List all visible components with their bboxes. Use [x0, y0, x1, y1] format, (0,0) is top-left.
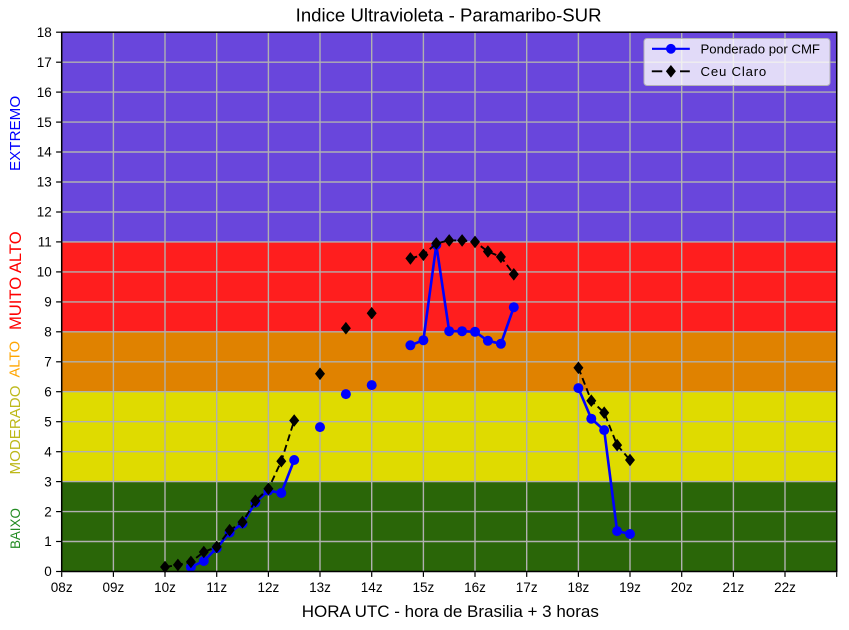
svg-text:BAIXO: BAIXO: [8, 508, 23, 549]
svg-text:9: 9: [44, 295, 52, 310]
svg-text:7: 7: [44, 355, 52, 370]
svg-text:6: 6: [44, 384, 52, 399]
svg-text:15z: 15z: [413, 580, 435, 595]
svg-text:0: 0: [44, 564, 52, 579]
svg-text:4: 4: [44, 444, 52, 459]
svg-text:11z: 11z: [206, 580, 227, 595]
svg-text:19z: 19z: [619, 580, 641, 595]
svg-text:Indice Ultravioleta - Paramari: Indice Ultravioleta - Paramaribo-SUR: [296, 5, 602, 26]
svg-text:1: 1: [44, 534, 52, 549]
svg-text:11: 11: [38, 235, 52, 250]
svg-text:5: 5: [44, 414, 52, 429]
svg-text:10: 10: [37, 265, 52, 280]
svg-text:15: 15: [37, 115, 52, 130]
svg-text:2: 2: [44, 504, 52, 519]
svg-text:12z: 12z: [258, 580, 280, 595]
svg-text:17z: 17z: [516, 580, 538, 595]
svg-text:ALTO: ALTO: [8, 341, 24, 378]
svg-text:13z: 13z: [309, 580, 331, 595]
svg-text:14: 14: [37, 145, 53, 160]
svg-text:13: 13: [37, 175, 52, 190]
svg-text:3: 3: [44, 474, 52, 489]
svg-text:10z: 10z: [154, 580, 176, 595]
svg-text:16: 16: [37, 85, 52, 100]
svg-text:08z: 08z: [51, 580, 73, 595]
svg-text:20z: 20z: [671, 580, 693, 595]
svg-text:8: 8: [44, 325, 52, 340]
svg-text:17: 17: [37, 55, 52, 70]
svg-text:14z: 14z: [361, 580, 383, 595]
svg-text:18z: 18z: [568, 580, 590, 595]
svg-text:MODERADO: MODERADO: [7, 385, 24, 474]
svg-text:18: 18: [37, 25, 52, 40]
svg-text:22z: 22z: [774, 580, 796, 595]
svg-text:Ceu Claro: Ceu Claro: [701, 64, 768, 79]
svg-text:16z: 16z: [464, 580, 486, 595]
svg-text:MUITO ALTO: MUITO ALTO: [6, 231, 25, 330]
svg-text:HORA UTC - hora de Brasilia +: HORA UTC - hora de Brasilia + 3 horas: [302, 602, 599, 621]
svg-text:12: 12: [37, 205, 52, 220]
svg-text:09z: 09z: [103, 580, 125, 595]
svg-text:EXTREMO: EXTREMO: [7, 96, 24, 171]
svg-text:Ponderado por CMF: Ponderado por CMF: [701, 42, 820, 57]
svg-text:21z: 21z: [723, 580, 745, 595]
